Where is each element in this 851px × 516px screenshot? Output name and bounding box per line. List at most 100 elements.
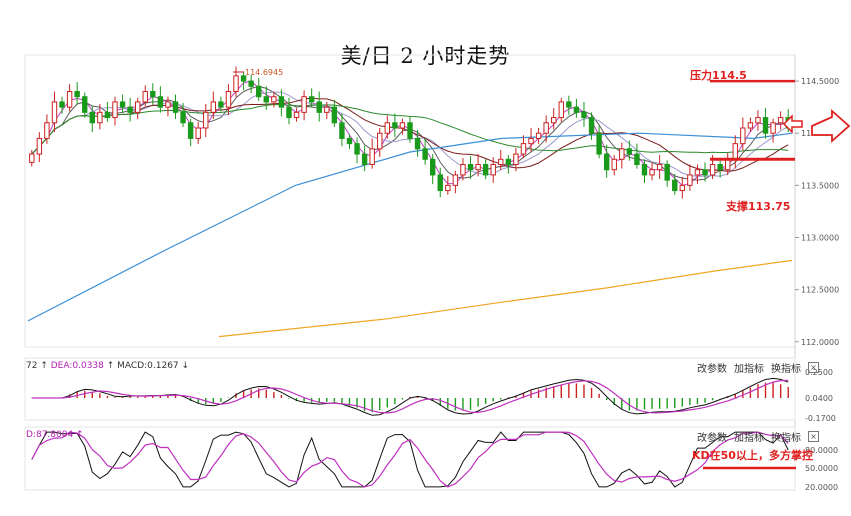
candle-body bbox=[225, 91, 232, 108]
candle-body bbox=[331, 106, 338, 124]
y-tick-label: 114.5000 bbox=[801, 77, 839, 86]
candle-body bbox=[97, 111, 103, 124]
candle-body bbox=[573, 106, 580, 113]
candle-body bbox=[308, 96, 315, 103]
candle-body bbox=[59, 101, 65, 108]
candle-body bbox=[725, 158, 731, 171]
candle-body bbox=[44, 122, 50, 139]
macd-tick-label: -0.1700 bbox=[805, 414, 836, 423]
candle-body bbox=[437, 174, 443, 192]
candle-body bbox=[286, 106, 292, 119]
kd-tick-label: 50.0000 bbox=[805, 464, 838, 473]
candle-body bbox=[89, 111, 95, 124]
candle-body bbox=[702, 169, 708, 176]
switch-indicator-button[interactable]: 换指标 bbox=[771, 433, 801, 444]
dea-value: DEA:0.0338 bbox=[50, 361, 104, 371]
high-marker-label: 114.6945 bbox=[245, 68, 283, 77]
candle-body bbox=[256, 85, 262, 98]
candle-body bbox=[664, 164, 670, 181]
candle-body bbox=[36, 137, 43, 155]
macd-prefix: 72 ↑ bbox=[26, 361, 48, 371]
switch-indicator-button[interactable]: 换指标 bbox=[771, 364, 801, 375]
macd-value: ↑ MACD:0.1267 ↓ bbox=[106, 361, 190, 371]
macd-label: 72 ↑ DEA:0.0338 ↑ MACD:0.1267 ↓ bbox=[26, 361, 189, 371]
candle-body bbox=[301, 96, 307, 113]
candle-body bbox=[709, 164, 716, 176]
candle-body bbox=[528, 137, 534, 145]
candle-body bbox=[218, 101, 224, 108]
y-tick-label: 113.5000 bbox=[801, 181, 839, 190]
macd-toolbar: 改参数 加指标 换指标 × bbox=[697, 360, 819, 375]
candle-body bbox=[271, 96, 277, 103]
kd-k-line bbox=[31, 431, 789, 488]
candle-body bbox=[293, 111, 300, 119]
candle-body bbox=[588, 117, 595, 134]
arrow-small-icon bbox=[782, 114, 803, 134]
candle-body bbox=[611, 158, 617, 171]
candle-body bbox=[361, 153, 368, 165]
arrow-right-icon bbox=[811, 109, 851, 143]
candle-body bbox=[505, 158, 512, 166]
candle-body bbox=[641, 164, 648, 176]
candle-body bbox=[490, 164, 496, 176]
candle-body bbox=[558, 101, 564, 119]
candle-body bbox=[634, 153, 640, 165]
candle-body bbox=[104, 111, 111, 119]
candle-body bbox=[369, 148, 375, 166]
close-icon[interactable]: × bbox=[808, 431, 819, 442]
add-indicator-button[interactable]: 加指标 bbox=[734, 433, 764, 444]
candle-body bbox=[384, 122, 391, 134]
candle-body bbox=[543, 122, 549, 134]
candle-body bbox=[248, 80, 254, 87]
candle-body bbox=[150, 91, 156, 98]
candle-body bbox=[694, 169, 701, 176]
candle-body bbox=[649, 169, 655, 176]
candle-body bbox=[233, 75, 239, 92]
candle-body bbox=[157, 96, 164, 108]
candle-body bbox=[66, 91, 73, 108]
candle-body bbox=[603, 153, 610, 171]
candle-body bbox=[535, 132, 542, 139]
candle-body bbox=[770, 122, 776, 134]
candle-body bbox=[777, 117, 784, 124]
candle-body bbox=[414, 137, 421, 150]
kd-toolbar: 改参数 加指标 换指标 × bbox=[697, 429, 819, 444]
candle-body bbox=[687, 174, 693, 186]
add-indicator-button[interactable]: 加指标 bbox=[734, 364, 764, 375]
close-icon[interactable]: × bbox=[808, 362, 819, 373]
candle-body bbox=[278, 96, 285, 108]
support-label: 支撑113.75 bbox=[726, 200, 791, 213]
candle-body bbox=[566, 101, 572, 108]
kd-d-line bbox=[31, 431, 789, 488]
kd-tick-label: 20.0000 bbox=[805, 483, 838, 492]
candle-body bbox=[551, 117, 557, 124]
candle-body bbox=[596, 132, 602, 155]
candle-body bbox=[482, 164, 489, 176]
candle-body bbox=[187, 122, 194, 139]
candle-body bbox=[740, 127, 746, 145]
candle-body bbox=[324, 106, 330, 113]
candle-body bbox=[195, 127, 201, 139]
candle-body bbox=[29, 153, 35, 163]
candle-body bbox=[377, 132, 383, 150]
candle-body bbox=[762, 117, 769, 134]
candle-body bbox=[498, 158, 504, 166]
candle-body bbox=[127, 106, 133, 113]
candle-body bbox=[346, 137, 353, 145]
params-button[interactable]: 改参数 bbox=[697, 364, 727, 375]
candle-body bbox=[732, 143, 738, 160]
kd-note: KD在50以上，多方掌控 bbox=[692, 449, 813, 462]
params-button[interactable]: 改参数 bbox=[697, 433, 727, 444]
main-pane-frame bbox=[24, 54, 796, 348]
kd-pane-frame bbox=[24, 426, 796, 491]
ma-line-orange bbox=[218, 259, 793, 338]
candle-body bbox=[203, 111, 209, 129]
candle-body bbox=[581, 111, 587, 119]
candle-body bbox=[180, 111, 186, 124]
candle-body bbox=[452, 174, 459, 186]
candle-body bbox=[51, 101, 58, 124]
y-tick-label: 113.0000 bbox=[801, 234, 839, 243]
candle-body bbox=[429, 158, 436, 176]
candle-body bbox=[747, 122, 754, 129]
